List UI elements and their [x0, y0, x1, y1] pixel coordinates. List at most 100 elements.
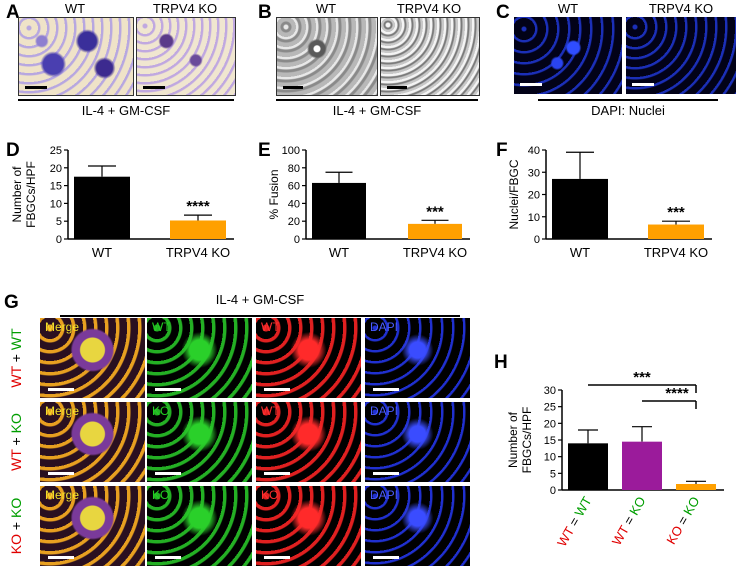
y-axis-label: Nuclei/FBGC: [507, 159, 521, 229]
scale-bar: [520, 83, 542, 86]
scale-bar: [264, 556, 290, 559]
chart-d: 0 5 10 15 20 25 Number ofFBGCs/HPF WT TRPV4 KO **…: [10, 145, 234, 260]
y-tick-label: 30: [528, 167, 540, 179]
channel-label: DAPI: [370, 320, 399, 334]
scale-bar: [48, 388, 74, 391]
y-axis-label-line: Number of: [10, 166, 24, 223]
y-tick-label: 10: [528, 212, 540, 224]
bar: [74, 176, 130, 239]
channel-label: Merge: [45, 404, 80, 418]
micrograph-g-r1-c2: WT: [147, 318, 252, 398]
micrograph-g-r3-c4: DAPI: [365, 486, 470, 566]
x-tick-label-part: =: [673, 510, 693, 530]
panel-b-title-ko: TRPV4 KO: [396, 1, 462, 16]
y-axis-label: Number ofFBGCs/HPF: [506, 407, 534, 474]
micrograph-g-r2-c1: Merge: [40, 402, 145, 482]
scale-bar: [387, 86, 407, 89]
x-tick-label: WT: [92, 245, 112, 260]
x-tick-label: WT = WT: [554, 494, 595, 549]
channel-label: Merge: [45, 488, 80, 502]
y-tick-label: 20: [544, 418, 556, 430]
significance-marker: ***: [426, 203, 444, 220]
y-axis-label: Number ofFBGCs/HPF: [10, 161, 38, 228]
y-tick-label: 15: [544, 435, 556, 447]
row-label-right: KO: [8, 497, 24, 519]
y-tick-label: 0: [550, 485, 556, 497]
micrograph-g-r1-c1: Merge: [40, 318, 145, 398]
y-axis-label-line: Number of: [506, 411, 520, 468]
row-label-plus: +: [8, 433, 24, 450]
scale-bar: [143, 86, 165, 89]
channel-label: DAPI: [370, 488, 399, 502]
panel-c-title-ko: TRPV4 KO: [648, 1, 714, 16]
y-axis-label-line: FBGCs/HPF: [24, 161, 38, 228]
x-tick-label: WT: [570, 245, 590, 260]
x-tick-label: KO = KO: [663, 494, 702, 547]
bar: [170, 220, 226, 239]
y-tick-label: 30: [544, 385, 556, 397]
bar: [622, 441, 662, 490]
bar: [312, 182, 366, 239]
panel-label-h: H: [494, 352, 508, 373]
x-tick-label-part: =: [619, 510, 639, 530]
micrograph-g-r2-c3: WT: [256, 402, 361, 482]
bar: [552, 178, 608, 239]
panel-label-d: D: [6, 140, 20, 161]
scale-bar: [632, 83, 654, 86]
row-label-2: WT + KO: [2, 402, 30, 482]
scale-bar: [264, 388, 290, 391]
panel-label-a: A: [6, 2, 20, 23]
significance-marker: ***: [633, 369, 651, 386]
y-axis-label-line: % Fusion: [267, 169, 281, 219]
y-tick-label: 100: [282, 145, 300, 157]
scale-bar: [155, 388, 181, 391]
x-tick-label: TRPV4 KO: [644, 245, 708, 260]
row-label-left: KO: [8, 533, 24, 555]
y-axis-label: % Fusion: [267, 169, 281, 219]
scale-bar: [373, 388, 399, 391]
micrograph-a-wt: [18, 17, 134, 96]
panel-b-caption: IL-4 + GM-CSF: [332, 103, 422, 118]
y-tick-label: 5: [56, 216, 62, 228]
panel-a-title-ko: TRPV4 KO: [152, 1, 218, 16]
panel-b-bracket: [276, 99, 478, 101]
panel-a-bracket: [18, 99, 234, 101]
channel-label: KO: [152, 404, 170, 418]
panel-a-caption: IL-4 + GM-CSF: [81, 103, 171, 118]
scale-bar: [48, 472, 74, 475]
x-tick-label: TRPV4 KO: [403, 245, 467, 260]
panel-c-bracket: [538, 99, 718, 101]
panel-c-caption: DAPI: Nuclei: [591, 103, 665, 118]
channel-label: Merge: [45, 320, 80, 334]
y-tick-label: 10: [50, 198, 62, 210]
bar: [676, 484, 716, 490]
panel-a-title-wt: WT: [64, 1, 86, 16]
y-axis-label-line: Nuclei/FBGC: [507, 159, 521, 229]
x-tick-label-part: =: [564, 512, 584, 532]
y-tick-label: 40: [288, 198, 300, 210]
panel-label-c: C: [496, 2, 510, 23]
y-tick-label: 20: [528, 190, 540, 202]
micrograph-b-ko: [380, 17, 480, 96]
channel-label: WT: [152, 320, 171, 334]
row-label-1: WT + WT: [2, 318, 30, 398]
scale-bar: [155, 556, 181, 559]
x-tick-label: WT: [329, 245, 349, 260]
significance-marker: ****: [186, 198, 210, 215]
y-tick-label: 40: [528, 145, 540, 157]
scale-bar: [25, 86, 47, 89]
row-label-plus: +: [8, 518, 24, 534]
row-label-right: KO: [8, 413, 24, 434]
scale-bar: [283, 86, 303, 89]
y-tick-label: 5: [550, 468, 556, 480]
y-tick-label: 10: [544, 452, 556, 464]
row-label-3: KO + KO: [2, 486, 30, 566]
micrograph-c-ko: [626, 17, 736, 94]
chart-f: 0 10 20 30 40 Nuclei/FBGC WT TRPV4 KO ***: [507, 145, 712, 260]
significance-marker: ***: [667, 204, 685, 221]
micrograph-g-r1-c4: DAPI: [365, 318, 470, 398]
row-label-left: WT: [8, 366, 24, 388]
channel-label: WT: [261, 320, 280, 334]
y-tick-label: 20: [288, 216, 300, 228]
bar: [568, 443, 608, 490]
